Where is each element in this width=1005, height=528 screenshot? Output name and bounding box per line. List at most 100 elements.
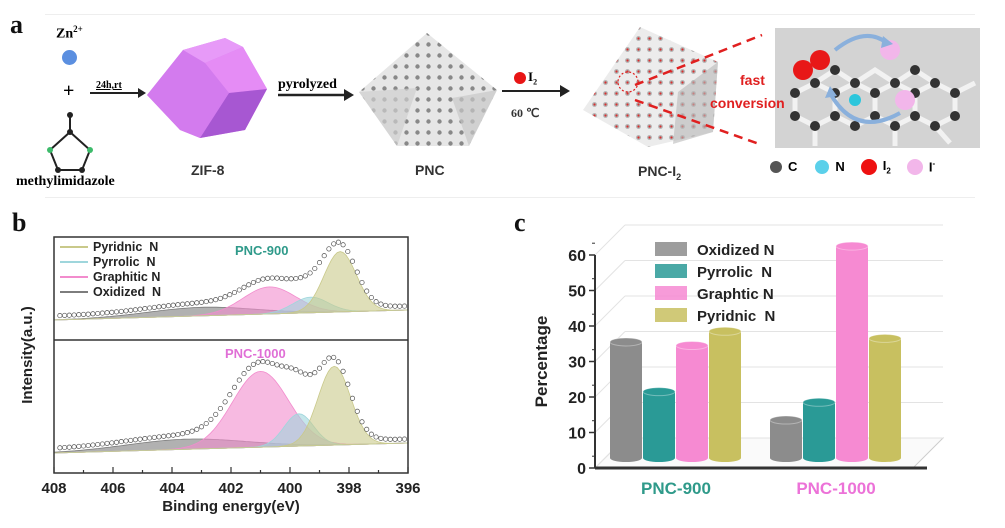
xps-data-point [104,310,110,316]
xps-data-point [401,303,408,309]
bar-body [836,246,868,458]
xps-data-point [142,306,148,312]
xps-data-point [57,313,63,319]
xps-data-point [255,277,261,284]
grid-diagonal [594,295,626,327]
xps-data-point [269,360,275,367]
xps-data-point [349,258,356,264]
bar-body [676,345,708,458]
xps-data-point [378,301,384,307]
atom-legend-label: C [788,159,798,175]
y-tick-label: 60 [568,248,586,265]
i2-molecule-icon [514,72,526,84]
xps-data-point [80,311,87,317]
x-tick-label: 402 [218,480,243,497]
legend-label: Pyrrolic N [697,264,772,281]
bar-cap [642,387,676,397]
y-tick-label: 20 [568,390,586,407]
xps-data-point [241,284,247,290]
xps-data-point [265,359,271,365]
plus-sign: + [63,80,75,102]
xps-data-point [151,304,157,310]
xps-data-point [62,312,68,318]
ligand-label: methylimidazole [16,174,115,189]
mid-divider [45,197,975,198]
bar [675,341,709,462]
zoom-lines [634,33,763,147]
xps-data-point [113,439,120,445]
xps-data-point [340,368,346,374]
zif8-label: ZIF-8 [191,162,225,178]
x-tick-label: 396 [395,480,420,497]
legend-swatch [655,286,687,300]
xps-data-point [123,308,129,314]
xps-data-point [364,426,370,432]
xps-data-point [137,436,143,442]
xps-subplot-pnc-900 [53,239,409,321]
xps-data-point [184,301,190,307]
xps-data-point [147,305,153,311]
bar-base [803,454,835,462]
xps-data-point [137,306,143,312]
xps-data-point [331,241,337,247]
xps-data-point [231,384,238,390]
molecular-model-illustration [775,28,980,148]
xps-data-point [198,424,205,430]
bar-body [803,402,835,458]
xps-data-point [85,311,91,317]
xps-data-point [283,276,290,282]
xps-data-point [175,302,181,308]
atom-legend-label: I- [928,159,936,175]
xps-data-point [118,308,124,314]
xps-data-point [283,364,290,370]
x-tick-label: 400 [277,480,302,497]
xps-data-point [227,392,233,398]
xps-data-point [222,399,228,405]
xps-data-point [203,299,209,305]
x-category-label: PNC-900 [641,479,711,498]
panel-label-b: b [12,208,27,237]
xps-subplot-pnc-1000 [53,354,409,454]
xps-data-point [217,295,223,301]
xps-data-point [255,359,261,365]
xps-data-point [312,265,318,272]
xps-data-point [298,275,304,281]
xps-data-point [208,298,214,304]
bar-base [610,454,642,462]
xps-data-point [189,428,195,434]
xps-data-point [90,311,96,317]
xps-subplot-title: PNC-1000 [225,346,286,361]
atom-legend-label: I2 [882,158,891,176]
xps-data-point [302,273,308,279]
xps-data-point [265,275,271,281]
bar-body [770,420,802,458]
xps-data-point [260,276,266,282]
xps-data-point [128,437,134,443]
xps-data-point [99,441,105,447]
xps-data-point [298,369,304,375]
xps-data-point [316,365,323,371]
xps-data-point [349,395,356,401]
xps-data-point [109,309,115,315]
xps-data-point [397,303,403,309]
bar-base [869,454,901,462]
xps-data-point [354,408,360,414]
xps-data-point [175,431,181,438]
bar-body [869,338,901,458]
xps-data-point [156,434,162,440]
x-axis-label: Binding energy(eV) [162,498,300,515]
xps-data-point [170,302,176,308]
iodide-ion-icon [906,158,923,175]
bar [835,241,869,462]
bar-cap [708,326,742,336]
bar-body [709,331,741,458]
xps-data-point [208,416,214,422]
arrow-step3-icon [502,85,570,97]
xps-data-point [113,309,120,315]
xps-chart: PNC-900 PNC-1000 408 406 404 402 400 398 396 Bind… [19,236,420,515]
xps-data-point [231,289,238,296]
xps-data-point [76,312,82,318]
xps-data-point [378,435,384,441]
arrow-step2-icon [278,89,354,101]
xps-data-point [335,239,341,245]
